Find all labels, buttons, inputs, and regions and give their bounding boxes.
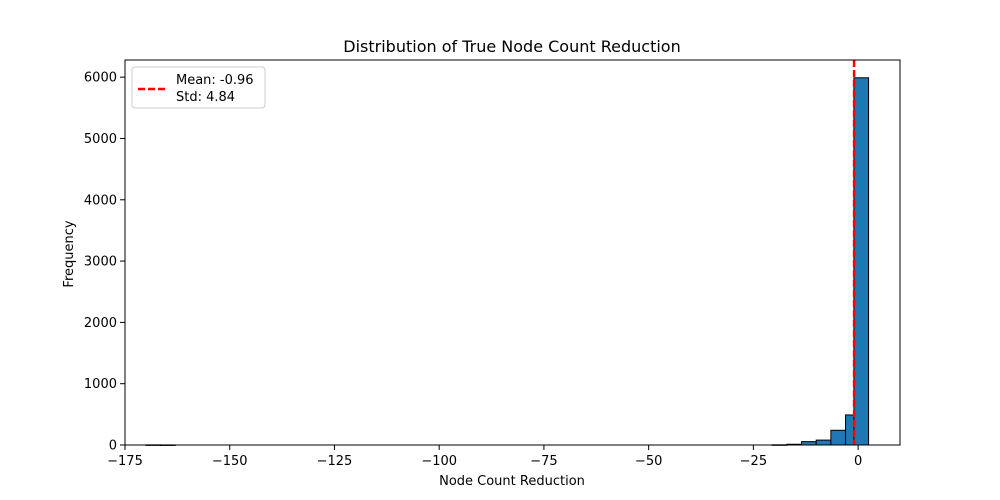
histogram-bar bbox=[830, 429, 847, 446]
legend-box bbox=[131, 66, 266, 109]
bars-layer bbox=[145, 77, 870, 446]
x-tick-label: −125 bbox=[317, 454, 353, 469]
legend-mean-label: Mean: -0.96 bbox=[176, 73, 254, 88]
histogram-bar bbox=[845, 414, 855, 446]
y-tick-label: 4000 bbox=[84, 193, 117, 208]
y-tick-label: 2000 bbox=[84, 316, 117, 331]
x-axis-label: Node Count Reduction bbox=[439, 474, 585, 489]
x-tick-label: −175 bbox=[107, 454, 143, 469]
y-tick-label: 6000 bbox=[84, 71, 117, 86]
x-tick-label: 0 bbox=[854, 454, 862, 469]
x-tick-label: −100 bbox=[421, 454, 457, 469]
chart-title: Distribution of True Node Count Reductio… bbox=[343, 37, 680, 56]
plot-frame bbox=[124, 59, 901, 446]
y-tick-label: 5000 bbox=[84, 132, 117, 147]
x-tick-label: −25 bbox=[740, 454, 767, 469]
y-tick-label: 1000 bbox=[84, 377, 117, 392]
y-axis-label: Frequency bbox=[62, 220, 77, 287]
histogram-bar bbox=[853, 77, 870, 446]
x-tick-label: −150 bbox=[212, 454, 248, 469]
x-axis-ticks: −175 −150 −125 −100 −75 −50 −25 0 bbox=[107, 445, 862, 469]
histogram-bar bbox=[801, 441, 817, 446]
y-axis-ticks: 0 1000 2000 3000 4000 5000 6000 bbox=[84, 71, 125, 454]
x-tick-label: −75 bbox=[530, 454, 557, 469]
y-tick-label: 0 bbox=[109, 439, 117, 454]
legend-std-label: Std: 4.84 bbox=[176, 90, 235, 105]
legend: Mean: -0.96 Std: 4.84 bbox=[131, 66, 266, 109]
y-tick-label: 3000 bbox=[84, 255, 117, 270]
histogram-bar bbox=[815, 439, 832, 446]
x-tick-label: −50 bbox=[635, 454, 662, 469]
